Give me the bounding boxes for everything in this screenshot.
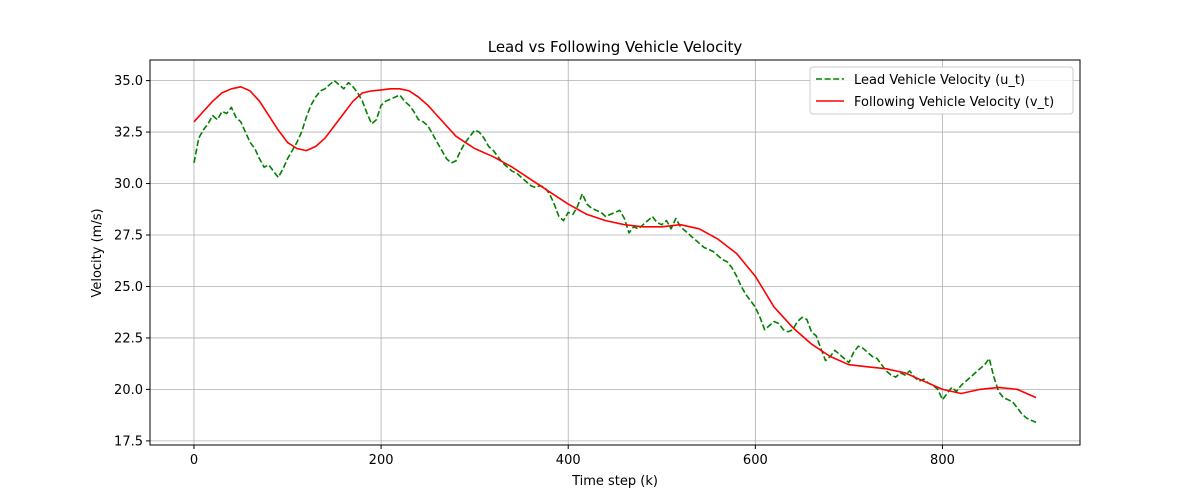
y-tick-label: 25.0	[114, 280, 143, 295]
y-tick-label: 20.0	[114, 383, 143, 398]
chart-title: Lead vs Following Vehicle Velocity	[488, 38, 743, 56]
legend-box	[809, 66, 1074, 115]
x-tick-label: 600	[743, 453, 768, 468]
y-tick-label: 32.5	[114, 126, 143, 141]
series-line-following-velocity	[193, 86, 1037, 399]
grid	[150, 60, 1080, 445]
legend: Lead Vehicle Velocity (u_t) Following Ve…	[809, 66, 1074, 115]
x-tick-label: 0	[190, 453, 198, 468]
legend-label-following: Following Vehicle Velocity (v_t)	[854, 95, 1054, 110]
y-tick-label: 30.0	[114, 177, 143, 192]
x-axis-label: Time step (k)	[571, 474, 658, 489]
x-tick-label: 800	[930, 453, 955, 468]
plot-area-frame	[149, 59, 1081, 446]
x-tick-label: 400	[556, 453, 581, 468]
series-layer	[193, 79, 1037, 424]
series-line-lead-velocity	[193, 79, 1037, 424]
y-tick-label: 35.0	[114, 74, 143, 89]
y-tick-label: 27.5	[114, 229, 143, 244]
y-axis-label: Velocity (m/s)	[90, 208, 105, 297]
axis-ticks: 0 200 400 600 800 17.5 20.0 22.5 25.0 27.5 30.0 32.…	[114, 74, 955, 468]
legend-label-lead: Lead Vehicle Velocity (u_t)	[854, 73, 1025, 88]
y-tick-label: 17.5	[114, 434, 143, 449]
y-tick-label: 22.5	[114, 331, 143, 346]
x-tick-label: 200	[369, 453, 394, 468]
